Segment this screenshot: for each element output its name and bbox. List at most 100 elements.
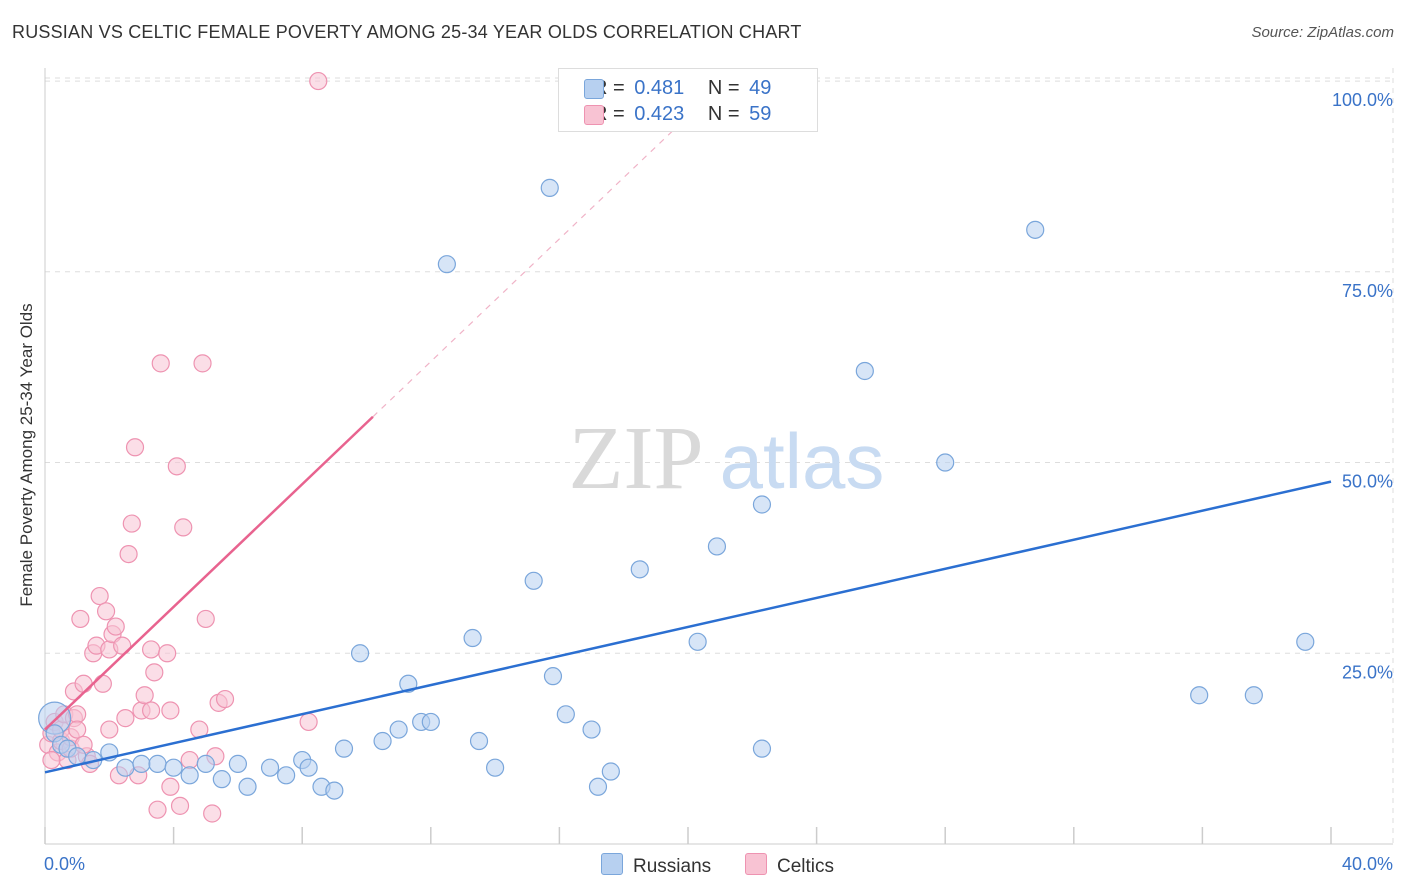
celtics-point (113, 636, 132, 655)
celtics-n-value: 59 (749, 103, 772, 125)
russians-point (630, 560, 649, 579)
legend-row-russians: R = 0.481 N = 49 (584, 77, 772, 100)
y-tick-label: 75.0% (1342, 281, 1393, 301)
y-tick-label: 100.0% (1332, 90, 1393, 110)
celtics-point (167, 457, 186, 476)
russians-point (1296, 632, 1315, 651)
trend-lines (44, 131, 1332, 774)
tick-labels: 25.0% 50.0% 75.0% 100.0% 0.0% 40.0% (44, 90, 1393, 874)
russians-point (437, 255, 456, 274)
russians-legend-swatch (601, 853, 623, 875)
russians-point (68, 747, 87, 766)
russians-point (260, 758, 280, 777)
bottom-legend-celtics: Celtics (745, 853, 834, 878)
celtics-point (122, 514, 141, 533)
stats-legend: R = 0.481 N = 49 R = 0.423 N = 59 (558, 68, 818, 132)
russians-point (601, 762, 620, 781)
russians-trend-line (44, 480, 1332, 774)
celtics-legend-label: Celtics (777, 856, 835, 877)
russians-point (752, 495, 772, 514)
celtics-point (125, 438, 145, 457)
celtics-point (96, 602, 116, 621)
celtics-point (193, 354, 212, 373)
celtics-point (180, 750, 199, 770)
russians-point (164, 758, 183, 777)
celtics-point (42, 750, 61, 770)
celtics-point (151, 354, 170, 373)
russians-point (688, 632, 707, 651)
legend-row-celtics: R = 0.423 N = 59 (584, 103, 772, 126)
russians-point (463, 628, 482, 648)
celtics-point (145, 663, 164, 682)
celtics-point (68, 705, 87, 724)
russians-point (212, 770, 231, 789)
celtics-point (135, 686, 154, 705)
watermark-atlas: atlas (720, 417, 885, 505)
celtics-point (90, 586, 109, 606)
russians-point (373, 731, 392, 751)
russians-point (556, 705, 575, 724)
celtics-point (203, 804, 222, 823)
watermark-zip: ZIP (569, 409, 704, 508)
russians-points (38, 178, 1315, 800)
celtics-point (158, 644, 177, 663)
russians-point (421, 712, 440, 732)
russians-r-value: 0.481 (634, 77, 685, 99)
chart-title: RUSSIAN VS CELTIC FEMALE POVERTY AMONG 2… (12, 22, 802, 42)
celtics-point (119, 544, 138, 564)
russians-point (707, 537, 727, 556)
russians-point (325, 781, 344, 800)
bottom-legend-russians: Russians (601, 853, 711, 878)
russians-point (334, 739, 354, 758)
celtics-point (106, 617, 125, 636)
celtics-point (299, 712, 318, 732)
y-tick-label: 50.0% (1342, 472, 1393, 492)
russians-point (1244, 686, 1263, 705)
celtics-swatch (584, 105, 604, 125)
russians-point (277, 766, 296, 785)
russians-point (540, 178, 559, 197)
russians-point (469, 731, 489, 751)
celtics-point (93, 674, 112, 693)
y-tick-label: 25.0% (1342, 662, 1393, 682)
russians-point (588, 777, 608, 796)
russians-point (1190, 686, 1209, 705)
x-tick-label-min: 0.0% (44, 854, 85, 874)
legend-n-label: N = (707, 103, 740, 125)
celtics-point (215, 689, 235, 709)
celtics-point (116, 709, 135, 728)
russians-swatch (584, 79, 604, 99)
x-tick-label-max: 40.0% (1342, 854, 1393, 874)
celtics-point (196, 609, 215, 629)
russians-point (350, 644, 370, 663)
celtics-trend-extension (372, 131, 673, 418)
celtics-point (170, 796, 190, 815)
russians-point (228, 754, 247, 773)
russians-legend-label: Russians (633, 856, 712, 877)
russians-point (486, 758, 505, 777)
russians-point (936, 453, 955, 472)
russians-point (116, 758, 135, 777)
russians-point (1026, 220, 1045, 239)
celtics-point (74, 674, 93, 693)
russians-n-value: 49 (749, 77, 772, 99)
russians-point (752, 739, 772, 758)
legend-n-label: N = (707, 77, 740, 99)
celtics-point (161, 777, 180, 796)
celtics-point (174, 518, 193, 537)
russians-point (148, 754, 167, 773)
celtics-point (68, 720, 87, 739)
celtics-point (161, 701, 180, 720)
celtics-point (100, 720, 119, 739)
celtics-point (141, 640, 161, 659)
russians-point (238, 777, 257, 796)
celtics-r-value: 0.423 (634, 103, 685, 125)
celtics-legend-swatch (745, 853, 767, 875)
russians-point (582, 720, 601, 739)
source-label: Source: ZipAtlas.com (1251, 24, 1394, 41)
russians-point (196, 754, 215, 773)
celtics-points (39, 71, 328, 823)
russians-point (543, 667, 563, 686)
russians-point (389, 720, 408, 739)
